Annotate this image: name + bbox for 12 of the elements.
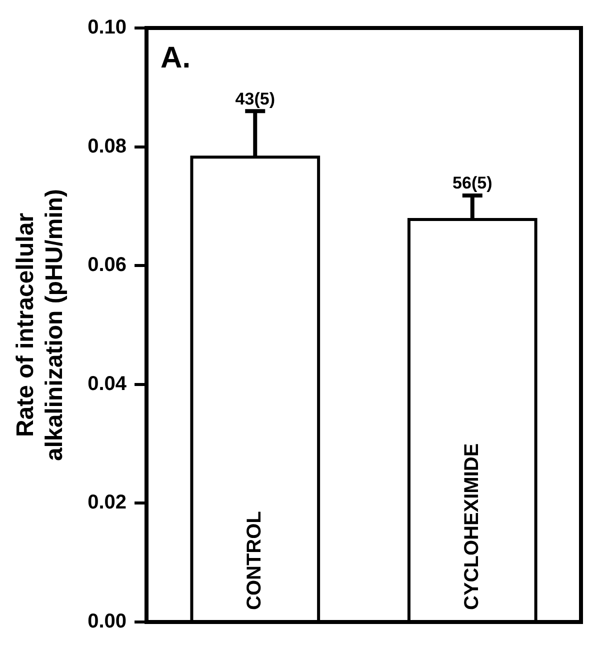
y-axis-title: Rate of intracellular alkalinization (pHU/min) bbox=[12, 188, 68, 462]
y-tick-label: 0.04 bbox=[88, 372, 128, 395]
y-tick-label: 0.02 bbox=[88, 492, 127, 514]
annotation: 56(5) bbox=[452, 174, 492, 193]
annotation: 43(5) bbox=[235, 89, 275, 108]
y-tick-label: 0.00 bbox=[88, 610, 127, 633]
x-tick-label: CONTROL bbox=[244, 511, 266, 610]
annotation: A. bbox=[160, 41, 191, 74]
x-tick-label: CYCLOHEXIMIDE bbox=[460, 443, 483, 610]
y-tick-label: 0.10 bbox=[88, 16, 127, 39]
y-tick-label: 0.06 bbox=[88, 254, 127, 276]
y-tick-label: 0.08 bbox=[88, 135, 127, 158]
